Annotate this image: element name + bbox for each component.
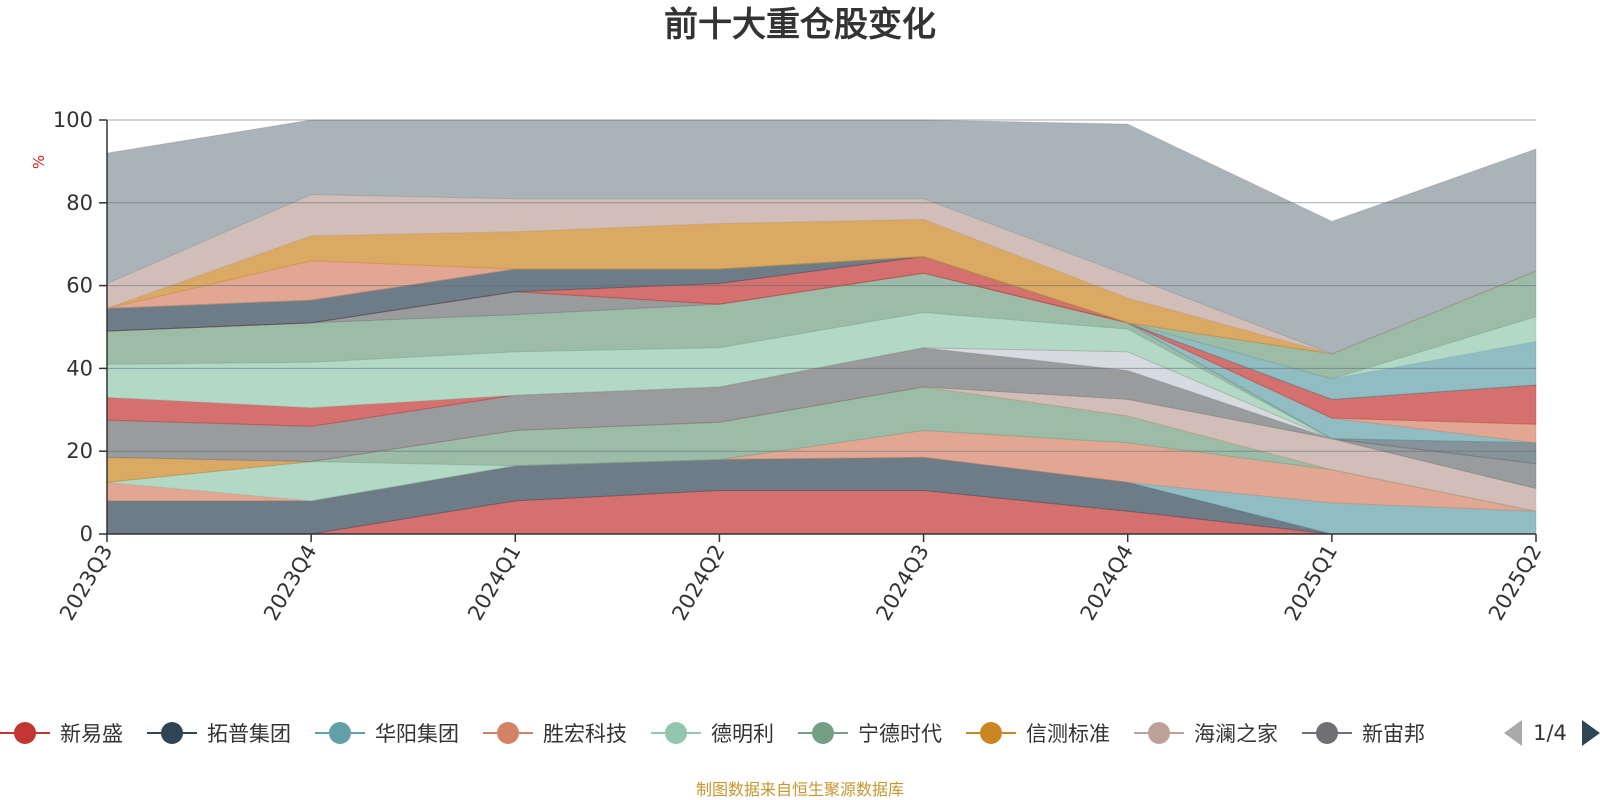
legend-item-1[interactable]: 拓普集团: [147, 722, 291, 746]
x-tick-label-6: 2025Q1: [1280, 541, 1342, 625]
legend-item-5[interactable]: 宁德时代: [798, 722, 942, 746]
legend-item-8[interactable]: 新宙邦: [1302, 722, 1425, 746]
legend-label-6: 信测标准: [1026, 722, 1110, 746]
legend-item-2[interactable]: 华阳集团: [315, 722, 459, 746]
areas-layer: [106, 119, 1537, 535]
legend-swatch-6: [980, 722, 1002, 744]
legend-label-2: 华阳集团: [375, 722, 459, 746]
legend-item-4[interactable]: 德明利: [651, 722, 774, 746]
source-note: 制图数据来自恒生聚源数据库: [696, 780, 904, 799]
y-tick-label-3: 60: [66, 274, 93, 298]
legend[interactable]: 新易盛 拓普集团 华阳集团 胜宏科技 德明利 宁德时代 信测标准 海澜之家 新宙邦: [0, 722, 1425, 746]
y-tick-label-0: 0: [80, 522, 93, 546]
y-tick-label-5: 100: [53, 108, 93, 132]
area-series-16[interactable]: [106, 272, 1537, 444]
x-tick-label-5: 2024Q4: [1076, 541, 1138, 625]
x-tick-label-4: 2024Q3: [871, 541, 933, 625]
legend-item-7[interactable]: 海澜之家: [1134, 722, 1278, 746]
legend-pager[interactable]: 1/4: [1504, 720, 1600, 746]
legend-swatch-7: [1148, 722, 1170, 744]
legend-label-8: 新宙邦: [1362, 722, 1425, 746]
legend-items: 新易盛 拓普集团 华阳集团 胜宏科技 德明利 宁德时代 信测标准 海澜之家 新宙邦: [0, 722, 1425, 746]
legend-label-0: 新易盛: [60, 722, 123, 746]
legend-label-1: 拓普集团: [207, 722, 291, 746]
legend-swatch-2: [329, 722, 351, 744]
legend-label-5: 宁德时代: [858, 722, 942, 746]
legend-swatch-1: [161, 722, 183, 744]
legend-label-7: 海澜之家: [1194, 722, 1278, 746]
y-axis-unit: %: [30, 155, 48, 169]
x-tick-label-7: 2025Q2: [1484, 541, 1546, 625]
y-tick-label-2: 40: [66, 356, 93, 380]
legend-swatch-8: [1316, 722, 1338, 744]
legend-item-0[interactable]: 新易盛: [0, 722, 123, 746]
legend-label-3: 胜宏科技: [543, 722, 627, 746]
legend-prev-icon[interactable]: [1504, 720, 1522, 746]
x-tick-label-2: 2024Q1: [463, 541, 525, 625]
legend-item-3[interactable]: 胜宏科技: [483, 722, 627, 746]
legend-label-4: 德明利: [711, 722, 774, 746]
x-tick-label-3: 2024Q2: [667, 541, 729, 625]
x-tick-label-0: 2023Q3: [55, 541, 117, 625]
grid-layer: [107, 119, 1536, 452]
legend-swatch-5: [812, 722, 834, 744]
x-tick-label-1: 2023Q4: [259, 541, 321, 625]
y-tick-label-4: 80: [66, 191, 93, 215]
legend-swatch-3: [497, 722, 519, 744]
legend-swatch-4: [665, 722, 687, 744]
legend-page-indicator: 1/4: [1533, 721, 1567, 745]
legend-swatch-0: [14, 722, 36, 744]
legend-next-icon[interactable]: [1582, 720, 1600, 746]
chart-title: 前十大重仓股变化: [664, 5, 936, 45]
y-tick-label-1: 20: [66, 439, 93, 463]
legend-item-6[interactable]: 信测标准: [966, 722, 1110, 746]
